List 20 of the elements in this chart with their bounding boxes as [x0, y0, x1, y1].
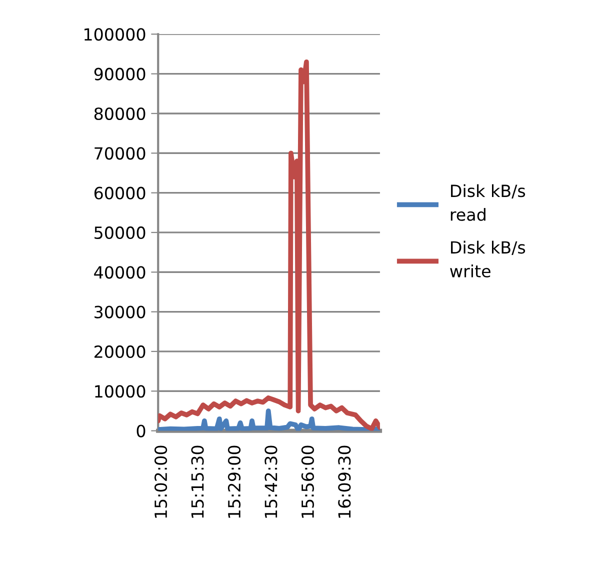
y-tick-label: 30000 — [94, 306, 146, 318]
x-tick-label: 15:56:00 — [301, 446, 314, 518]
y-tick-label: 20000 — [94, 345, 146, 358]
y-tick-label: 60000 — [94, 186, 146, 200]
x-tick-label: 15:02:00 — [154, 446, 168, 518]
y-tick-label: 80000 — [94, 107, 146, 120]
x-tick-label: 15:29:00 — [228, 446, 241, 518]
y-tick-label: 90000 — [94, 68, 146, 80]
line-series — [158, 408, 380, 431]
x-tick-label: 16:09:30 — [338, 446, 351, 518]
x-tick-label: 15:42:30 — [264, 446, 278, 518]
y-tick-label: 40000 — [94, 266, 146, 279]
y-tick-label: 0 — [136, 424, 146, 438]
legend-label: Disk kB/s read — [450, 184, 526, 221]
y-tick-label: 10000 — [95, 385, 146, 398]
y-tick-label: 100000 — [84, 28, 146, 41]
legend-label: Disk kB/s write — [450, 240, 526, 278]
x-tick-label: 15:15:30 — [191, 446, 204, 518]
y-tick-label: 70000 — [94, 147, 146, 160]
y-tick-label: 50000 — [94, 226, 146, 240]
